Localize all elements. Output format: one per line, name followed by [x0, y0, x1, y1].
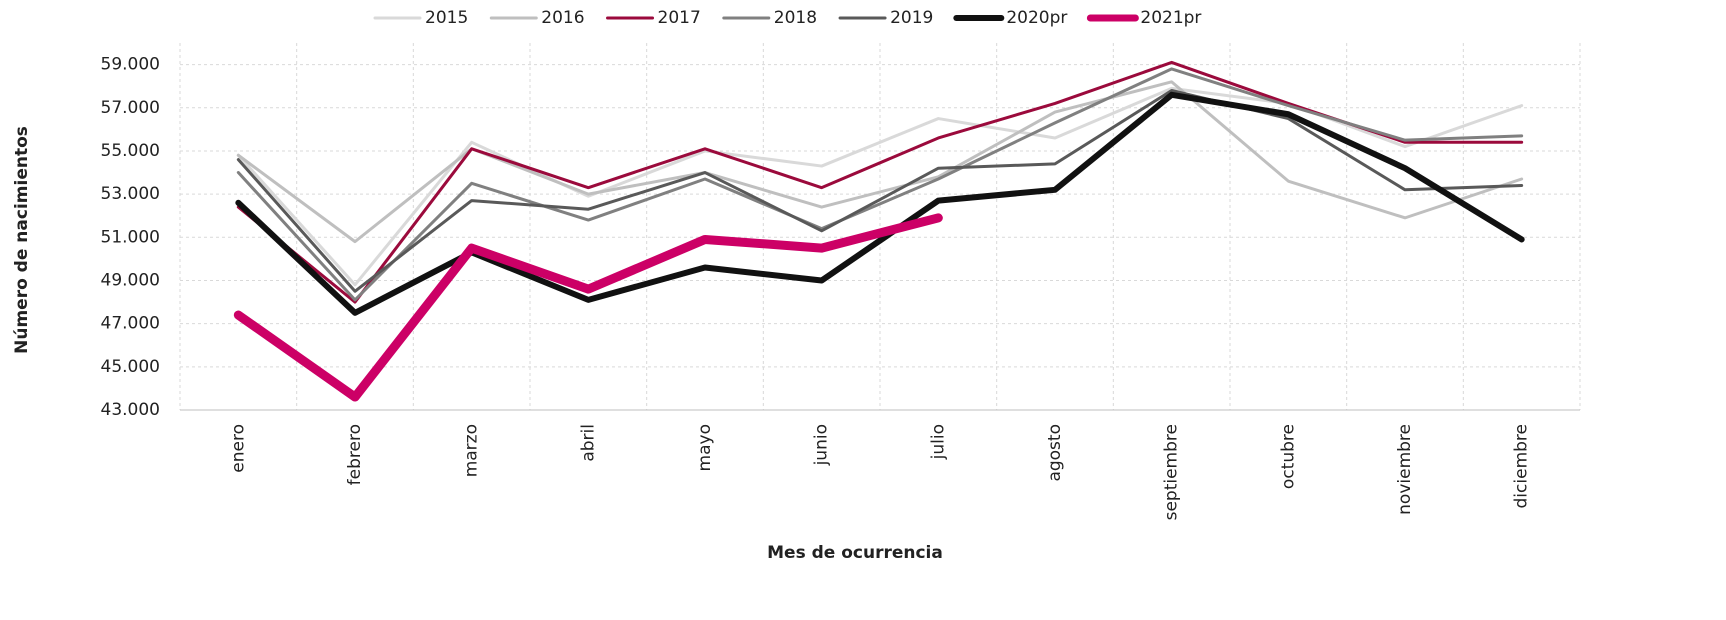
legend-label: 2021pr — [1140, 8, 1201, 28]
x-tick-label: octubre — [1278, 424, 1298, 489]
y-tick-label: 53.000 — [101, 184, 160, 204]
legend-label: 2018 — [774, 8, 817, 28]
series-line — [236, 67, 1524, 302]
y-tick-label: 49.000 — [101, 270, 160, 290]
series-line — [233, 213, 943, 402]
x-tick-label: febrero — [345, 424, 365, 485]
y-tick-label: 55.000 — [101, 141, 160, 161]
y-tick-label: 51.000 — [101, 227, 160, 247]
series-line — [236, 80, 1524, 244]
x-axis-title: Mes de ocurrencia — [767, 543, 943, 563]
y-tick-label: 57.000 — [101, 98, 160, 118]
x-tick-label: diciembre — [1512, 424, 1532, 508]
x-tick-label: enero — [228, 424, 248, 473]
legend-label: 2020pr — [1006, 8, 1067, 28]
x-tick-label: marzo — [462, 424, 482, 477]
x-tick-label: agosto — [1045, 424, 1065, 482]
x-tick-label: junio — [812, 424, 832, 466]
y-tick-label: 59.000 — [101, 55, 160, 75]
y-tick-label: 45.000 — [101, 357, 160, 377]
legend-label: 2015 — [425, 8, 468, 28]
y-tick-label: 43.000 — [101, 400, 160, 420]
x-tick-label: julio — [928, 424, 948, 460]
series-line — [235, 91, 1525, 316]
legend-label: 2016 — [541, 8, 584, 28]
x-tick-label: noviembre — [1395, 424, 1415, 515]
x-tick-label: septiembre — [1162, 424, 1182, 520]
y-axis-title: Número de nacimientos — [12, 126, 32, 354]
legend-label: 2019 — [890, 8, 933, 28]
legend-label: 2017 — [658, 8, 701, 28]
y-tick-label: 47.000 — [101, 314, 160, 334]
series-line — [236, 88, 1524, 293]
x-tick-label: mayo — [695, 424, 715, 471]
x-tick-label: abril — [578, 424, 598, 462]
